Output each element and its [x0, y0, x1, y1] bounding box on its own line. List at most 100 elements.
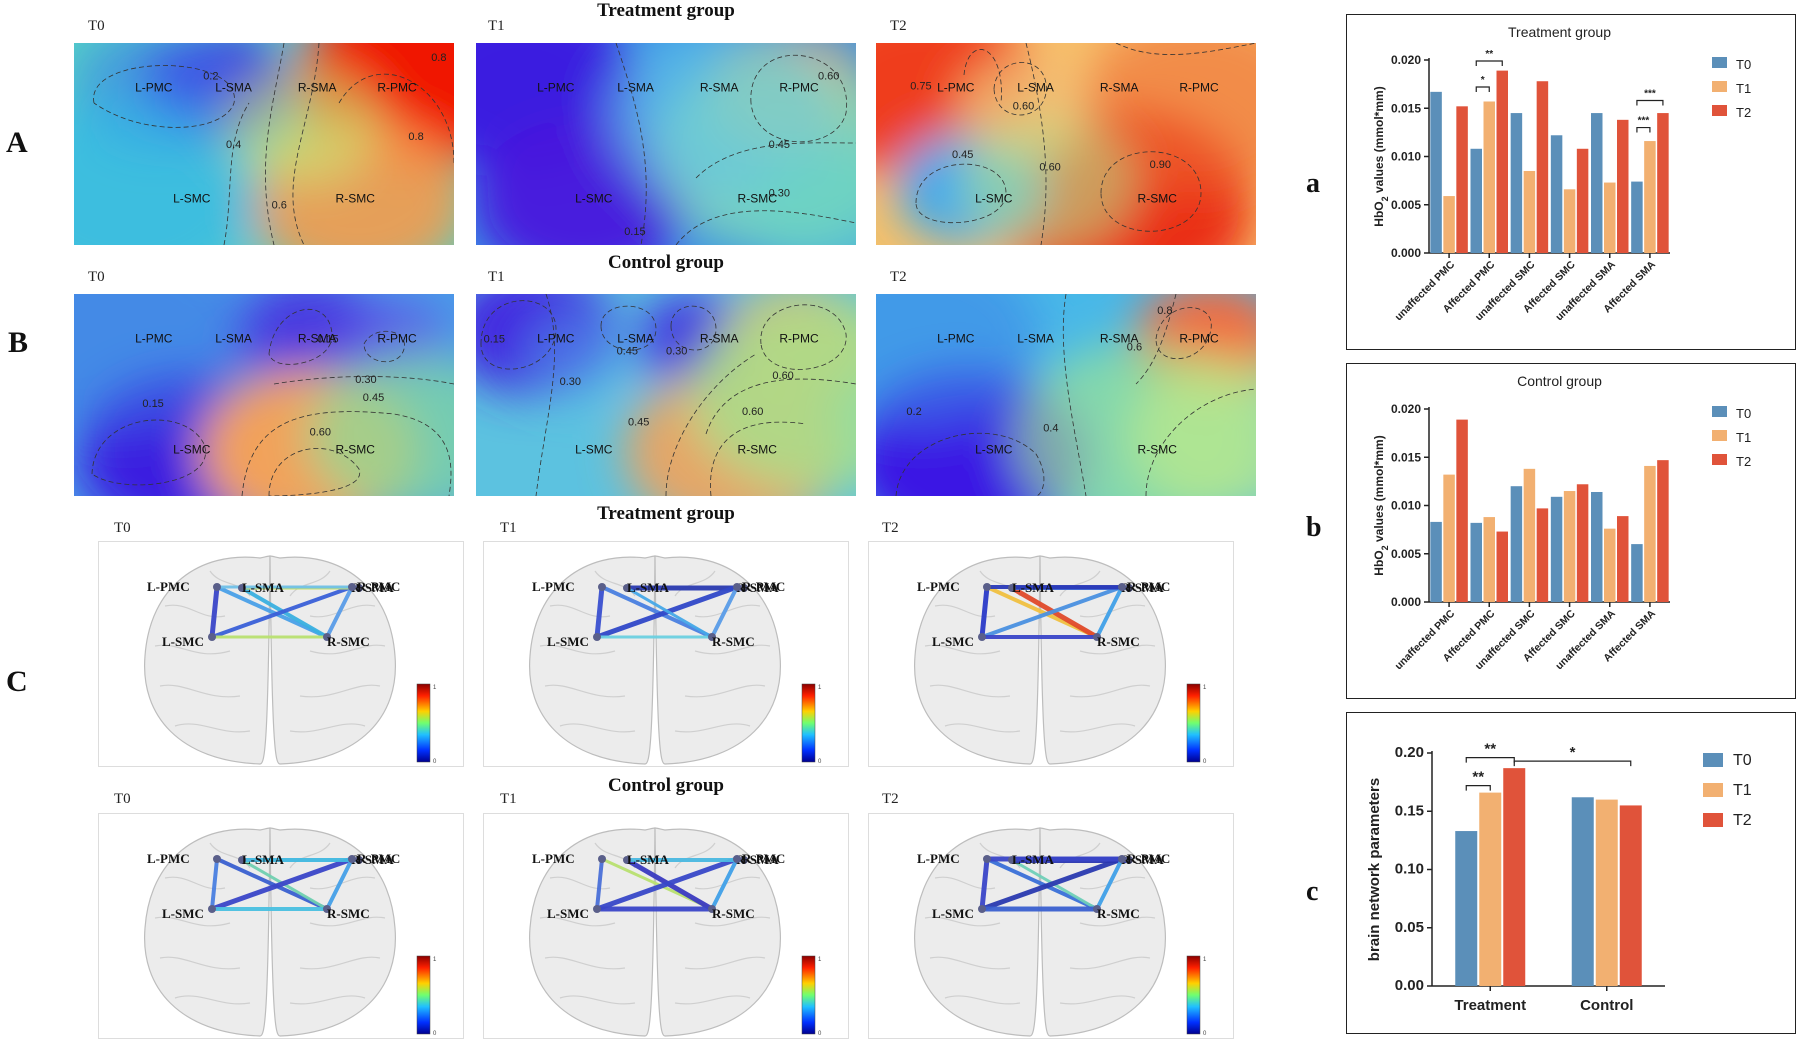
region-label: L-SMC: [975, 192, 1013, 206]
colorbar-tick: 1: [818, 957, 822, 963]
colorbar-tick: 0: [433, 1031, 437, 1037]
node-label: R-SMA: [736, 852, 779, 867]
y-tick-label: 0.015: [1391, 101, 1421, 115]
region-label: L-SMC: [975, 443, 1013, 457]
legend-label: T0: [1736, 406, 1751, 421]
legend-label: T2: [1736, 454, 1751, 469]
bar: [1576, 148, 1589, 253]
panel-letter-c: c: [1306, 876, 1319, 907]
region-label: L-SMC: [575, 192, 613, 206]
node-label: L-SMA: [242, 580, 285, 595]
colorbar-tick: 0: [818, 759, 822, 765]
bar: [1563, 491, 1576, 602]
brain-network-C2: L-PMC L-SMA R-SMA R-PMC L-SMC R-SMC 1 0: [868, 541, 1234, 767]
region-label: R-SMA: [700, 80, 739, 94]
legend-swatch: [1703, 813, 1723, 827]
legend-swatch: [1712, 105, 1727, 116]
region-label: R-SMC: [1138, 192, 1178, 206]
region-label: L-PMC: [937, 331, 975, 345]
node-label: L-SMA: [627, 852, 670, 867]
bar: [1550, 496, 1563, 602]
node-label: R-PMC: [1127, 579, 1170, 594]
bar: [1619, 805, 1642, 986]
bar: [1536, 508, 1549, 602]
contour-label: 0.2: [906, 406, 921, 418]
node-label: R-SMA: [736, 580, 779, 595]
contour-label: 0.60: [742, 406, 763, 418]
bar: [1483, 517, 1495, 602]
bar: [1550, 135, 1563, 253]
significance-label: **: [1484, 741, 1496, 758]
bar: [1483, 101, 1495, 254]
time-label-A1: T1: [488, 18, 505, 34]
panel-letter-b: b: [1306, 512, 1322, 543]
region-label: L-SMA: [617, 80, 654, 94]
time-label-C2: T2: [882, 520, 899, 536]
region-label: R-SMC: [336, 192, 376, 206]
significance-label: ***: [1644, 89, 1656, 100]
node-label: R-PMC: [742, 851, 785, 866]
bar: [1456, 106, 1468, 253]
contour-label: 0.60: [818, 70, 839, 82]
bar: [1510, 486, 1523, 602]
region-label: L-PMC: [937, 80, 975, 94]
node-label: R-SMA: [1121, 852, 1164, 867]
legend-label: T1: [1733, 782, 1752, 799]
colorbar-tick: 0: [433, 759, 437, 765]
bar: [1430, 91, 1442, 253]
legend-label: T0: [1736, 57, 1751, 72]
significance-label: **: [1485, 49, 1493, 60]
colorbar-tick: 1: [433, 957, 437, 963]
legend-label: T2: [1733, 812, 1752, 829]
node-label: L-SMC: [932, 906, 974, 921]
node-label: L-PMC: [147, 851, 190, 866]
contour-label: 0.90: [1150, 159, 1171, 171]
legend-swatch: [1712, 406, 1727, 417]
node-label: L-SMC: [162, 634, 204, 649]
contour-label: 0.75: [910, 80, 931, 92]
bar: [1536, 81, 1549, 253]
bar: [1455, 831, 1478, 986]
contour-label: 0.30: [666, 346, 687, 358]
contour-label: 0.8: [408, 131, 423, 143]
contour-label: 0.15: [317, 333, 338, 345]
region-label: R-SMA: [1100, 80, 1139, 94]
chart-title: Control group: [1517, 373, 1602, 389]
node-label: L-SMA: [1012, 852, 1055, 867]
region-label: R-SMA: [1100, 331, 1139, 345]
region-label: L-PMC: [135, 331, 173, 345]
legend-swatch: [1712, 454, 1727, 465]
y-tick-label: 0.05: [1395, 919, 1424, 936]
heatmap-A0: 0.2 0.4 0.6 0.8 0.8 L-PMC L-SMA R-SMA R-PMC L-SMC…: [74, 43, 454, 245]
node-label: L-PMC: [147, 579, 190, 594]
time-label-B2: T2: [890, 269, 907, 285]
contour-label: 0.60: [310, 426, 331, 438]
region-label: L-SMA: [1017, 80, 1054, 94]
region-label: R-SMC: [336, 443, 376, 457]
region-label: L-SMA: [215, 80, 252, 94]
brain-network-C3: L-PMC L-SMA R-SMA R-PMC L-SMC R-SMC 1 0: [98, 813, 464, 1039]
contour-label: 0.4: [226, 139, 241, 151]
heatmap-A2: 0.75 0.60 0.45 0.60 0.90 L-PMC L-SMA R-SMA R-PMC…: [876, 43, 1256, 245]
bar: [1644, 141, 1656, 253]
group-title-C-bottom: Control group: [608, 775, 724, 796]
colorbar-tick: 0: [1203, 1031, 1207, 1037]
node-label: R-SMC: [327, 634, 370, 649]
bar: [1523, 170, 1536, 253]
bar: [1604, 528, 1616, 602]
bar-chart-b: Control group 0.000 0.005 0.010 0.015 0.020 Hb…: [1346, 363, 1796, 699]
legend-swatch: [1703, 783, 1723, 797]
region-label: R-PMC: [779, 331, 819, 345]
bar: [1657, 460, 1669, 602]
time-label-C3: T0: [114, 791, 131, 807]
legend-label: T1: [1736, 430, 1751, 445]
legend-swatch: [1712, 430, 1727, 441]
y-tick-label: 0.20: [1395, 744, 1424, 761]
bar: [1617, 119, 1629, 253]
region-label: L-SMA: [1017, 331, 1054, 345]
region-label: L-SMC: [575, 443, 613, 457]
contour-label: 0.30: [560, 376, 581, 388]
node-label: L-PMC: [917, 579, 960, 594]
contour-label: 0.45: [952, 149, 973, 161]
y-tick-label: 0.020: [1391, 53, 1421, 67]
